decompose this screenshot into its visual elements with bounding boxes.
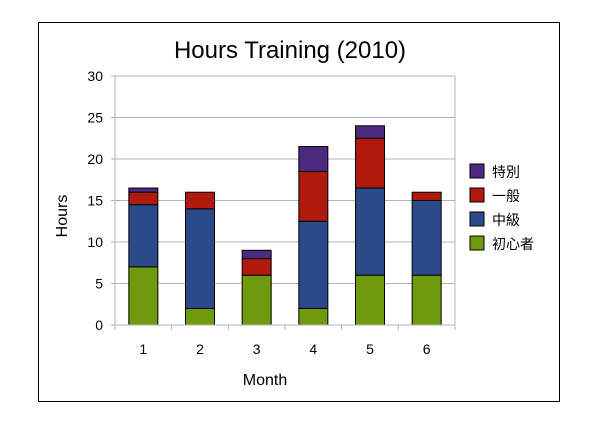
bar-segment xyxy=(298,220,329,309)
bar-segment xyxy=(355,274,385,326)
y-tick-label: 10 xyxy=(87,234,103,250)
legend-swatch xyxy=(469,211,485,227)
legend-swatch xyxy=(469,187,485,203)
bar-segment xyxy=(355,137,385,189)
bar-segment xyxy=(128,204,159,268)
x-tick-label: 5 xyxy=(366,341,374,357)
bar-segment xyxy=(355,125,385,139)
y-tick-labels: 0 5 10 15 20 25 30 xyxy=(87,68,103,333)
bar-segment xyxy=(128,266,159,326)
x-tick-label: 4 xyxy=(309,341,317,357)
legend-label: 初心者 xyxy=(492,236,534,252)
bar-segment xyxy=(298,170,329,222)
y-tick-label: 25 xyxy=(87,110,103,126)
bar-segment xyxy=(185,208,215,309)
bar-segment xyxy=(185,191,215,210)
y-tick-label: 30 xyxy=(87,68,103,84)
y-tick-label: 5 xyxy=(95,276,103,292)
x-tick-label: 1 xyxy=(139,341,147,357)
bar-segment xyxy=(298,307,329,326)
x-tick-label: 3 xyxy=(253,341,261,357)
y-tick-label: 0 xyxy=(95,317,103,333)
bar-segment xyxy=(185,307,215,326)
x-axis-label: Month xyxy=(243,372,287,389)
axes xyxy=(111,75,456,330)
bar-segment xyxy=(355,187,385,276)
x-tick-labels: 1 2 3 4 5 6 xyxy=(139,341,430,357)
legend-swatch xyxy=(469,235,485,251)
bar-segment xyxy=(128,187,159,193)
legend-label: 中級 xyxy=(492,212,520,228)
bar-segment xyxy=(411,191,442,201)
x-tick-label: 6 xyxy=(423,341,431,357)
chart-title: Hours Training (2010) xyxy=(174,37,406,64)
bar-segment xyxy=(298,146,329,172)
bar-segment xyxy=(128,191,159,206)
legend-label: 一般 xyxy=(492,188,520,204)
y-tick-label: 20 xyxy=(87,151,103,167)
gridlines xyxy=(115,75,455,326)
bar-segment xyxy=(241,258,272,276)
bar-segment xyxy=(241,274,272,326)
bars xyxy=(128,125,442,326)
legend-swatch xyxy=(469,163,485,179)
legend-label: 特別 xyxy=(492,164,520,180)
bar-segment xyxy=(411,200,442,276)
x-tick-label: 2 xyxy=(196,341,204,357)
y-axis-label: Hours xyxy=(54,195,71,238)
y-tick-label: 15 xyxy=(87,193,103,209)
bar-segment xyxy=(411,274,442,326)
bar-segment xyxy=(241,249,272,260)
